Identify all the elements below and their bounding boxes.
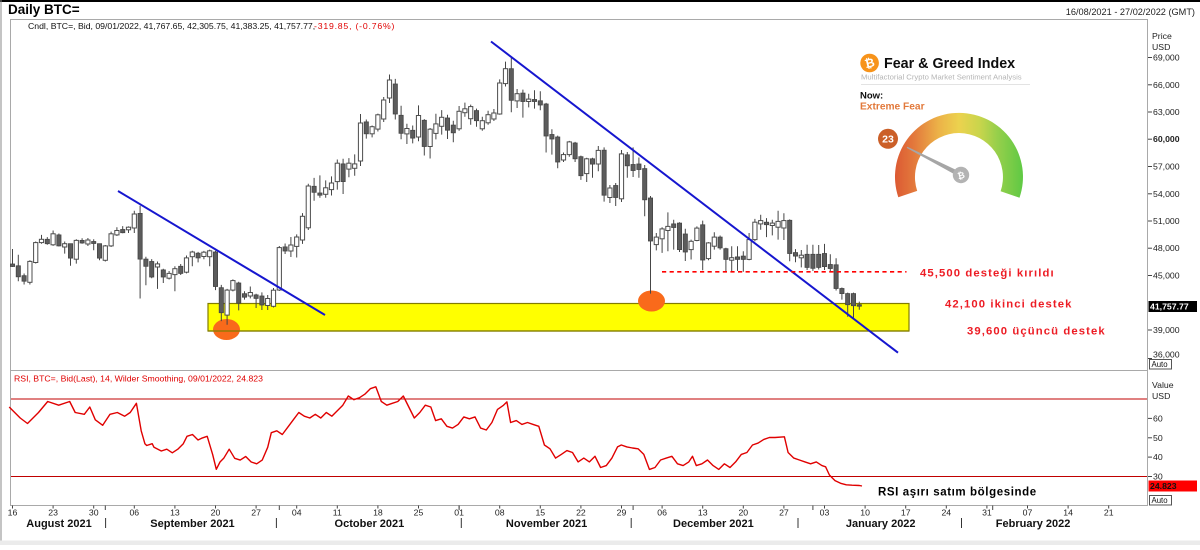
svg-text:11: 11 xyxy=(333,508,342,518)
svg-text:60: 60 xyxy=(1153,413,1163,423)
svg-text:48,000: 48,000 xyxy=(1153,243,1180,253)
svg-text:27: 27 xyxy=(251,508,261,518)
svg-text:39,600 üçüncü destek: 39,600 üçüncü destek xyxy=(967,326,1106,338)
svg-text:45,500 desteği kırıldı: 45,500 desteği kırıldı xyxy=(920,268,1055,280)
svg-text:69,000: 69,000 xyxy=(1153,53,1180,63)
svg-text:August 2021: August 2021 xyxy=(26,518,91,530)
svg-text:14: 14 xyxy=(1063,508,1073,518)
svg-text:Extreme Fear: Extreme Fear xyxy=(860,102,925,113)
svg-text:Auto: Auto xyxy=(1152,496,1169,505)
svg-text:25: 25 xyxy=(414,508,424,518)
svg-text:31: 31 xyxy=(982,508,992,518)
svg-text:Price: Price xyxy=(1152,31,1172,41)
svg-text:41,757.77: 41,757.77 xyxy=(1150,302,1189,312)
svg-text:USD: USD xyxy=(1152,391,1170,401)
svg-text:RSI aşırı satım bölgesinde: RSI aşırı satım bölgesinde xyxy=(878,487,1037,499)
svg-text:January 2022: January 2022 xyxy=(846,518,916,530)
svg-text:₿: ₿ xyxy=(863,55,876,71)
svg-text:Cndl, BTC=, Bid, 09/01/2022, 4: Cndl, BTC=, Bid, 09/01/2022, 41,767.65, … xyxy=(28,21,315,31)
svg-text:December 2021: December 2021 xyxy=(673,518,754,530)
svg-text:September 2021: September 2021 xyxy=(150,518,234,530)
svg-text:Fear & Greed Index: Fear & Greed Index xyxy=(884,56,1015,72)
svg-text:21: 21 xyxy=(1104,508,1114,518)
svg-text:29: 29 xyxy=(617,508,627,518)
svg-text:08: 08 xyxy=(495,508,505,518)
svg-text:03: 03 xyxy=(820,508,830,518)
svg-text:57,000: 57,000 xyxy=(1153,162,1180,172)
svg-text:Auto: Auto xyxy=(1152,360,1169,369)
svg-text:17: 17 xyxy=(901,508,911,518)
svg-text:₿: ₿ xyxy=(956,170,965,181)
svg-text:42,100 ikinci destek: 42,100 ikinci destek xyxy=(945,299,1073,311)
svg-text:07: 07 xyxy=(1023,508,1033,518)
svg-text:22: 22 xyxy=(576,508,586,518)
svg-text:60,000: 60,000 xyxy=(1153,134,1180,144)
svg-text:Daily BTC=: Daily BTC= xyxy=(8,2,80,17)
svg-text:10: 10 xyxy=(860,508,870,518)
svg-text:24: 24 xyxy=(941,508,951,518)
svg-text:23: 23 xyxy=(48,508,58,518)
svg-text:39,000: 39,000 xyxy=(1153,325,1180,335)
svg-text:February 2022: February 2022 xyxy=(996,518,1071,530)
svg-text:13: 13 xyxy=(698,508,708,518)
svg-text:15: 15 xyxy=(535,508,545,518)
svg-text:November 2021: November 2021 xyxy=(506,518,587,530)
svg-text:USD: USD xyxy=(1152,42,1170,52)
svg-text:-319.85, (-0.76%): -319.85, (-0.76%) xyxy=(314,21,395,31)
svg-text:66,000: 66,000 xyxy=(1153,80,1180,90)
svg-text:20: 20 xyxy=(211,508,221,518)
svg-text:27: 27 xyxy=(779,508,789,518)
svg-text:October 2021: October 2021 xyxy=(335,518,405,530)
svg-text:Value: Value xyxy=(1152,380,1174,390)
svg-text:54,000: 54,000 xyxy=(1153,189,1180,199)
svg-text:63,000: 63,000 xyxy=(1153,107,1180,117)
svg-text:04: 04 xyxy=(292,508,302,518)
svg-text:20: 20 xyxy=(738,508,748,518)
svg-text:36,000: 36,000 xyxy=(1153,350,1180,360)
svg-text:24.823: 24.823 xyxy=(1150,481,1177,491)
svg-text:06: 06 xyxy=(129,508,139,518)
svg-text:23: 23 xyxy=(882,134,894,146)
svg-text:40: 40 xyxy=(1153,452,1163,462)
svg-text:13: 13 xyxy=(170,508,180,518)
svg-text:45,000: 45,000 xyxy=(1153,271,1180,281)
svg-text:16: 16 xyxy=(8,508,18,518)
svg-text:RSI, BTC=, Bid(Last), 14, Wil: RSI, BTC=, Bid(Last), 14, Wilder Smoothi… xyxy=(14,374,263,384)
svg-text:18: 18 xyxy=(373,508,383,518)
svg-text:Now:: Now: xyxy=(860,91,883,102)
svg-text:16/08/2021 - 27/02/2022 (GMT): 16/08/2021 - 27/02/2022 (GMT) xyxy=(1066,7,1195,17)
svg-text:01: 01 xyxy=(454,508,464,518)
svg-text:51,000: 51,000 xyxy=(1153,216,1180,226)
svg-text:Multifactorial Crypto Market S: Multifactorial Crypto Market Sentiment A… xyxy=(861,73,1022,82)
svg-text:30: 30 xyxy=(1153,472,1163,482)
svg-text:30: 30 xyxy=(89,508,99,518)
svg-text:06: 06 xyxy=(657,508,667,518)
svg-text:50: 50 xyxy=(1153,433,1163,443)
